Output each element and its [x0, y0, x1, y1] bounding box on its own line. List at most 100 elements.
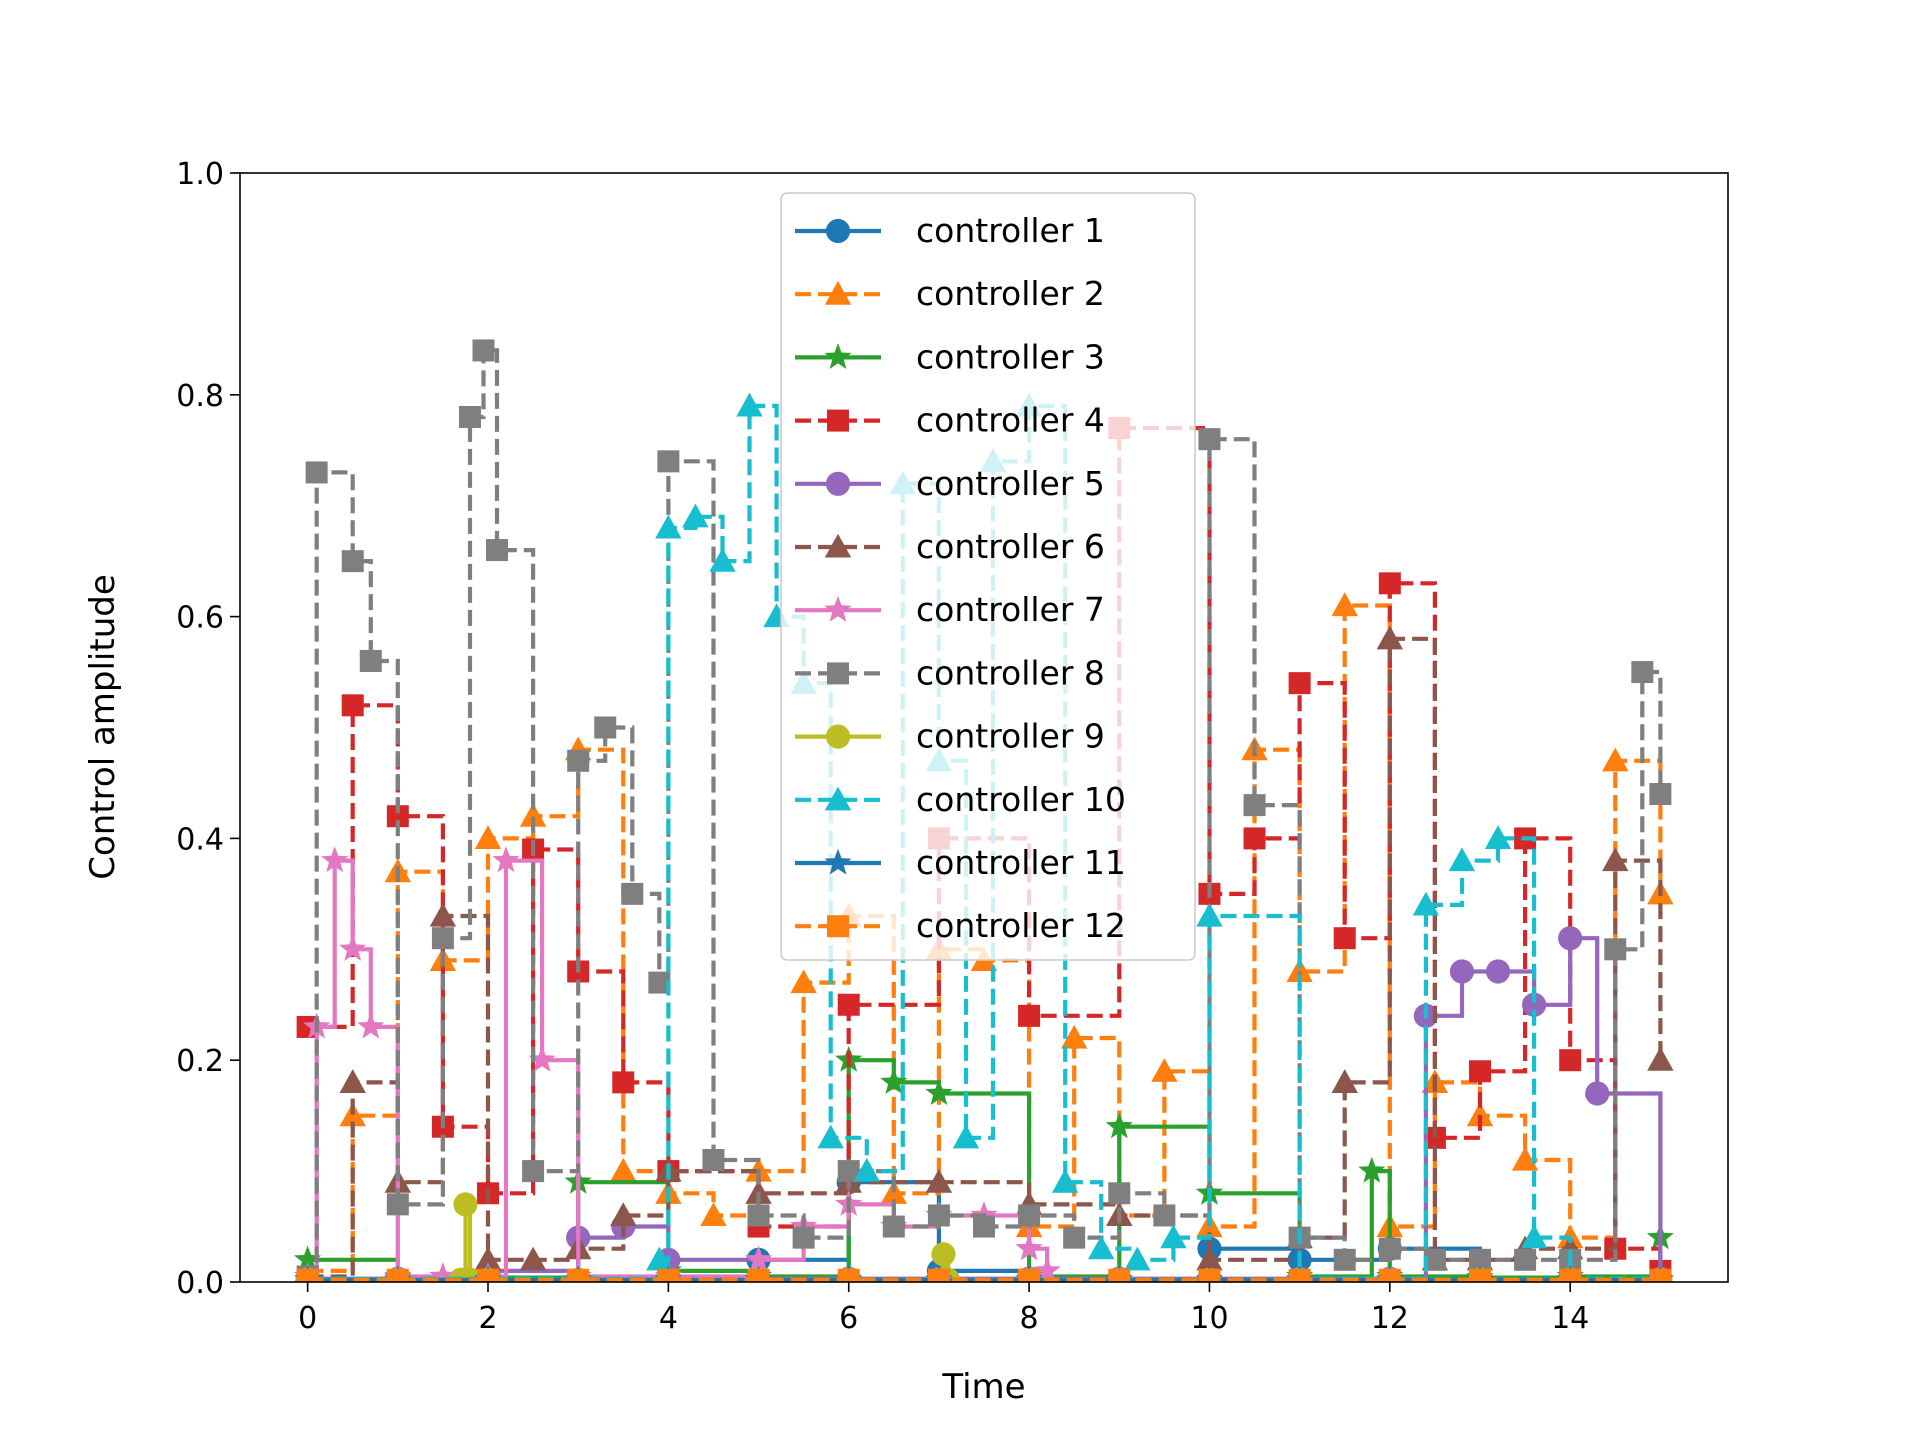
data-point — [657, 450, 680, 473]
legend-entry: controller 3 — [795, 337, 1105, 376]
data-point — [744, 1245, 773, 1272]
data-point — [1649, 1268, 1672, 1282]
data-point — [1288, 1268, 1311, 1282]
legend-entry: controller 1 — [795, 211, 1105, 250]
data-point — [341, 694, 364, 717]
data-point — [1647, 1047, 1674, 1071]
data-point — [837, 1268, 860, 1282]
data-point — [1333, 927, 1356, 950]
data-point — [1151, 1058, 1178, 1082]
data-point — [1243, 794, 1266, 817]
data-point — [1196, 1246, 1223, 1271]
legend: controller 1 controller 2 controller 3 cont… — [780, 192, 1196, 961]
data-point — [357, 1012, 385, 1039]
data-point — [474, 825, 502, 849]
data-point — [1602, 847, 1629, 872]
data-point — [1378, 1237, 1401, 1260]
legend-marker — [825, 724, 851, 749]
data-point — [1412, 891, 1440, 916]
legend-entry: controller 4 — [795, 401, 1105, 440]
data-point — [880, 1068, 908, 1094]
data-point — [1378, 572, 1401, 595]
data-point — [492, 846, 520, 873]
legend-marker — [825, 218, 851, 244]
legend-label: controller 2 — [916, 274, 1105, 313]
legend-marker — [827, 915, 849, 938]
data-point — [431, 927, 454, 950]
data-point — [792, 1226, 815, 1249]
data-point — [1559, 1268, 1582, 1282]
data-point — [657, 1268, 680, 1282]
data-point — [817, 1124, 844, 1149]
data-point — [339, 935, 367, 961]
data-point — [472, 339, 495, 362]
data-point — [655, 514, 682, 539]
data-point — [519, 803, 547, 827]
x-tick-label: 14 — [1551, 1301, 1589, 1336]
data-point — [646, 1246, 673, 1271]
legend-label: controller 3 — [916, 337, 1105, 376]
data-point — [1333, 1248, 1356, 1271]
legend-marker — [825, 471, 851, 496]
y-tick-label: 0.6 — [176, 601, 224, 636]
data-point — [1033, 1256, 1061, 1282]
data-point — [709, 547, 736, 572]
y-tick-label: 0.2 — [176, 1044, 224, 1079]
data-point — [1466, 1102, 1494, 1127]
data-point — [1449, 959, 1475, 984]
data-point — [1604, 938, 1627, 961]
data-point — [1243, 827, 1266, 850]
data-point — [612, 1071, 635, 1094]
data-point — [1108, 1268, 1131, 1282]
legend-marker — [824, 343, 852, 369]
legend-marker — [827, 409, 849, 432]
data-point — [1018, 1004, 1041, 1027]
data-point — [1559, 1049, 1582, 1072]
data-point — [1520, 1224, 1548, 1249]
data-point — [1196, 902, 1223, 927]
data-point — [1060, 1024, 1088, 1049]
plot-frame — [239, 172, 1729, 1283]
x-tick-label: 4 — [659, 1301, 678, 1336]
data-point — [747, 1268, 770, 1282]
data-point — [528, 1045, 556, 1072]
legend-entry: controller 8 — [795, 653, 1105, 692]
data-point — [1018, 1204, 1041, 1227]
data-point — [1448, 847, 1476, 872]
legend-label: controller 11 — [916, 843, 1126, 882]
data-point — [1108, 1182, 1131, 1205]
data-point — [386, 805, 409, 828]
data-point — [790, 969, 817, 994]
x-tick-label: 10 — [1190, 1301, 1228, 1336]
data-point — [477, 1268, 499, 1282]
data-point — [931, 1242, 956, 1267]
data-point — [1105, 1112, 1133, 1139]
legend-marker — [824, 848, 852, 875]
legend-label: controller 12 — [916, 906, 1126, 945]
series-line — [307, 636, 1663, 1279]
data-point — [1331, 592, 1358, 617]
data-point — [702, 1149, 725, 1172]
data-point — [296, 1268, 319, 1282]
x-tick-label: 0 — [298, 1301, 317, 1336]
data-point — [1423, 1248, 1446, 1271]
data-point — [1015, 1234, 1043, 1261]
data-point — [1063, 1226, 1086, 1249]
data-point — [341, 550, 364, 573]
y-tick-label: 0.0 — [176, 1266, 224, 1301]
data-point — [321, 846, 349, 873]
data-point — [925, 1168, 953, 1193]
data-point — [837, 1160, 860, 1183]
data-point — [1124, 1246, 1151, 1271]
data-point — [1469, 1268, 1491, 1282]
data-point — [952, 1124, 980, 1149]
data-point — [736, 392, 763, 417]
data-point — [853, 1157, 880, 1182]
data-point — [1469, 1060, 1491, 1083]
data-point — [1514, 1248, 1537, 1271]
data-point — [458, 405, 481, 428]
x-tick-label: 2 — [478, 1301, 497, 1336]
y-tick-label: 0.8 — [176, 379, 224, 414]
data-point — [386, 1193, 409, 1216]
